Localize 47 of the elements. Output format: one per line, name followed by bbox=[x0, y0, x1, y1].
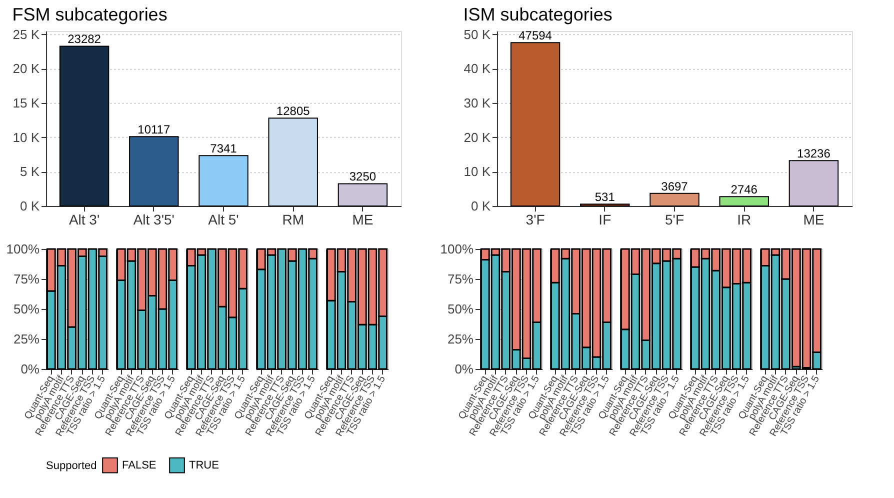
y-tick-label: 50 K bbox=[464, 26, 491, 42]
y-tick-label: 20 K bbox=[464, 130, 491, 145]
legend-label: FALSE bbox=[122, 459, 156, 472]
x-tick-label: ME bbox=[352, 212, 374, 228]
data-label: 3250 bbox=[349, 170, 376, 184]
x-tick-label: 5'F bbox=[664, 212, 684, 228]
y-tick-label: 15 K bbox=[12, 96, 40, 111]
data-label: 3697 bbox=[661, 179, 688, 194]
y-tick-label: 0% bbox=[20, 362, 40, 376]
y-tick-label: 25% bbox=[13, 332, 40, 346]
legend-label: TRUE bbox=[189, 459, 219, 472]
x-tick-label: 3'F bbox=[526, 212, 545, 228]
y-tick-label: 10 K bbox=[464, 164, 491, 180]
y-tick-label: 0 K bbox=[470, 198, 491, 214]
chart-title: ISM subcategories bbox=[463, 4, 612, 24]
x-tick-label: ME bbox=[803, 212, 824, 228]
y-tick-label: 20 K bbox=[12, 61, 40, 76]
x-tick-label: IF bbox=[598, 212, 612, 228]
data-label: 12805 bbox=[276, 104, 310, 118]
y-tick-label: 0 K bbox=[20, 198, 40, 214]
chart-title: FSM subcategories bbox=[12, 4, 168, 24]
y-tick-label: 25% bbox=[447, 332, 474, 346]
y-tick-label: 50% bbox=[447, 302, 474, 316]
x-tick-label: Alt 5' bbox=[208, 212, 239, 228]
x-tick-label: Alt 3' bbox=[68, 212, 100, 228]
y-tick-label: 100% bbox=[440, 242, 474, 256]
y-tick-label: 75% bbox=[13, 272, 40, 286]
data-label: 10117 bbox=[138, 122, 170, 137]
y-tick-label: 5 K bbox=[20, 164, 40, 180]
x-tick-label: IR bbox=[737, 212, 752, 228]
y-tick-label: 100% bbox=[6, 242, 40, 256]
x-tick-label: RM bbox=[282, 212, 304, 228]
data-label: 23282 bbox=[68, 32, 102, 46]
y-tick-label: 30 K bbox=[464, 96, 491, 111]
y-tick-label: 50% bbox=[13, 302, 40, 316]
data-label: 47594 bbox=[518, 28, 552, 43]
y-tick-label: 40 K bbox=[464, 61, 491, 76]
y-tick-label: 25 K bbox=[12, 26, 40, 42]
y-tick-label: 0% bbox=[454, 362, 474, 376]
data-label: 13236 bbox=[797, 146, 831, 161]
y-tick-label: 10 K bbox=[12, 130, 40, 145]
x-tick-label: Alt 3'5' bbox=[133, 212, 174, 228]
data-label: 2746 bbox=[730, 182, 758, 197]
data-label: 531 bbox=[594, 190, 616, 204]
y-tick-label: 75% bbox=[447, 272, 474, 286]
legend-title: Supported bbox=[46, 460, 97, 472]
data-label: 7341 bbox=[210, 142, 238, 156]
